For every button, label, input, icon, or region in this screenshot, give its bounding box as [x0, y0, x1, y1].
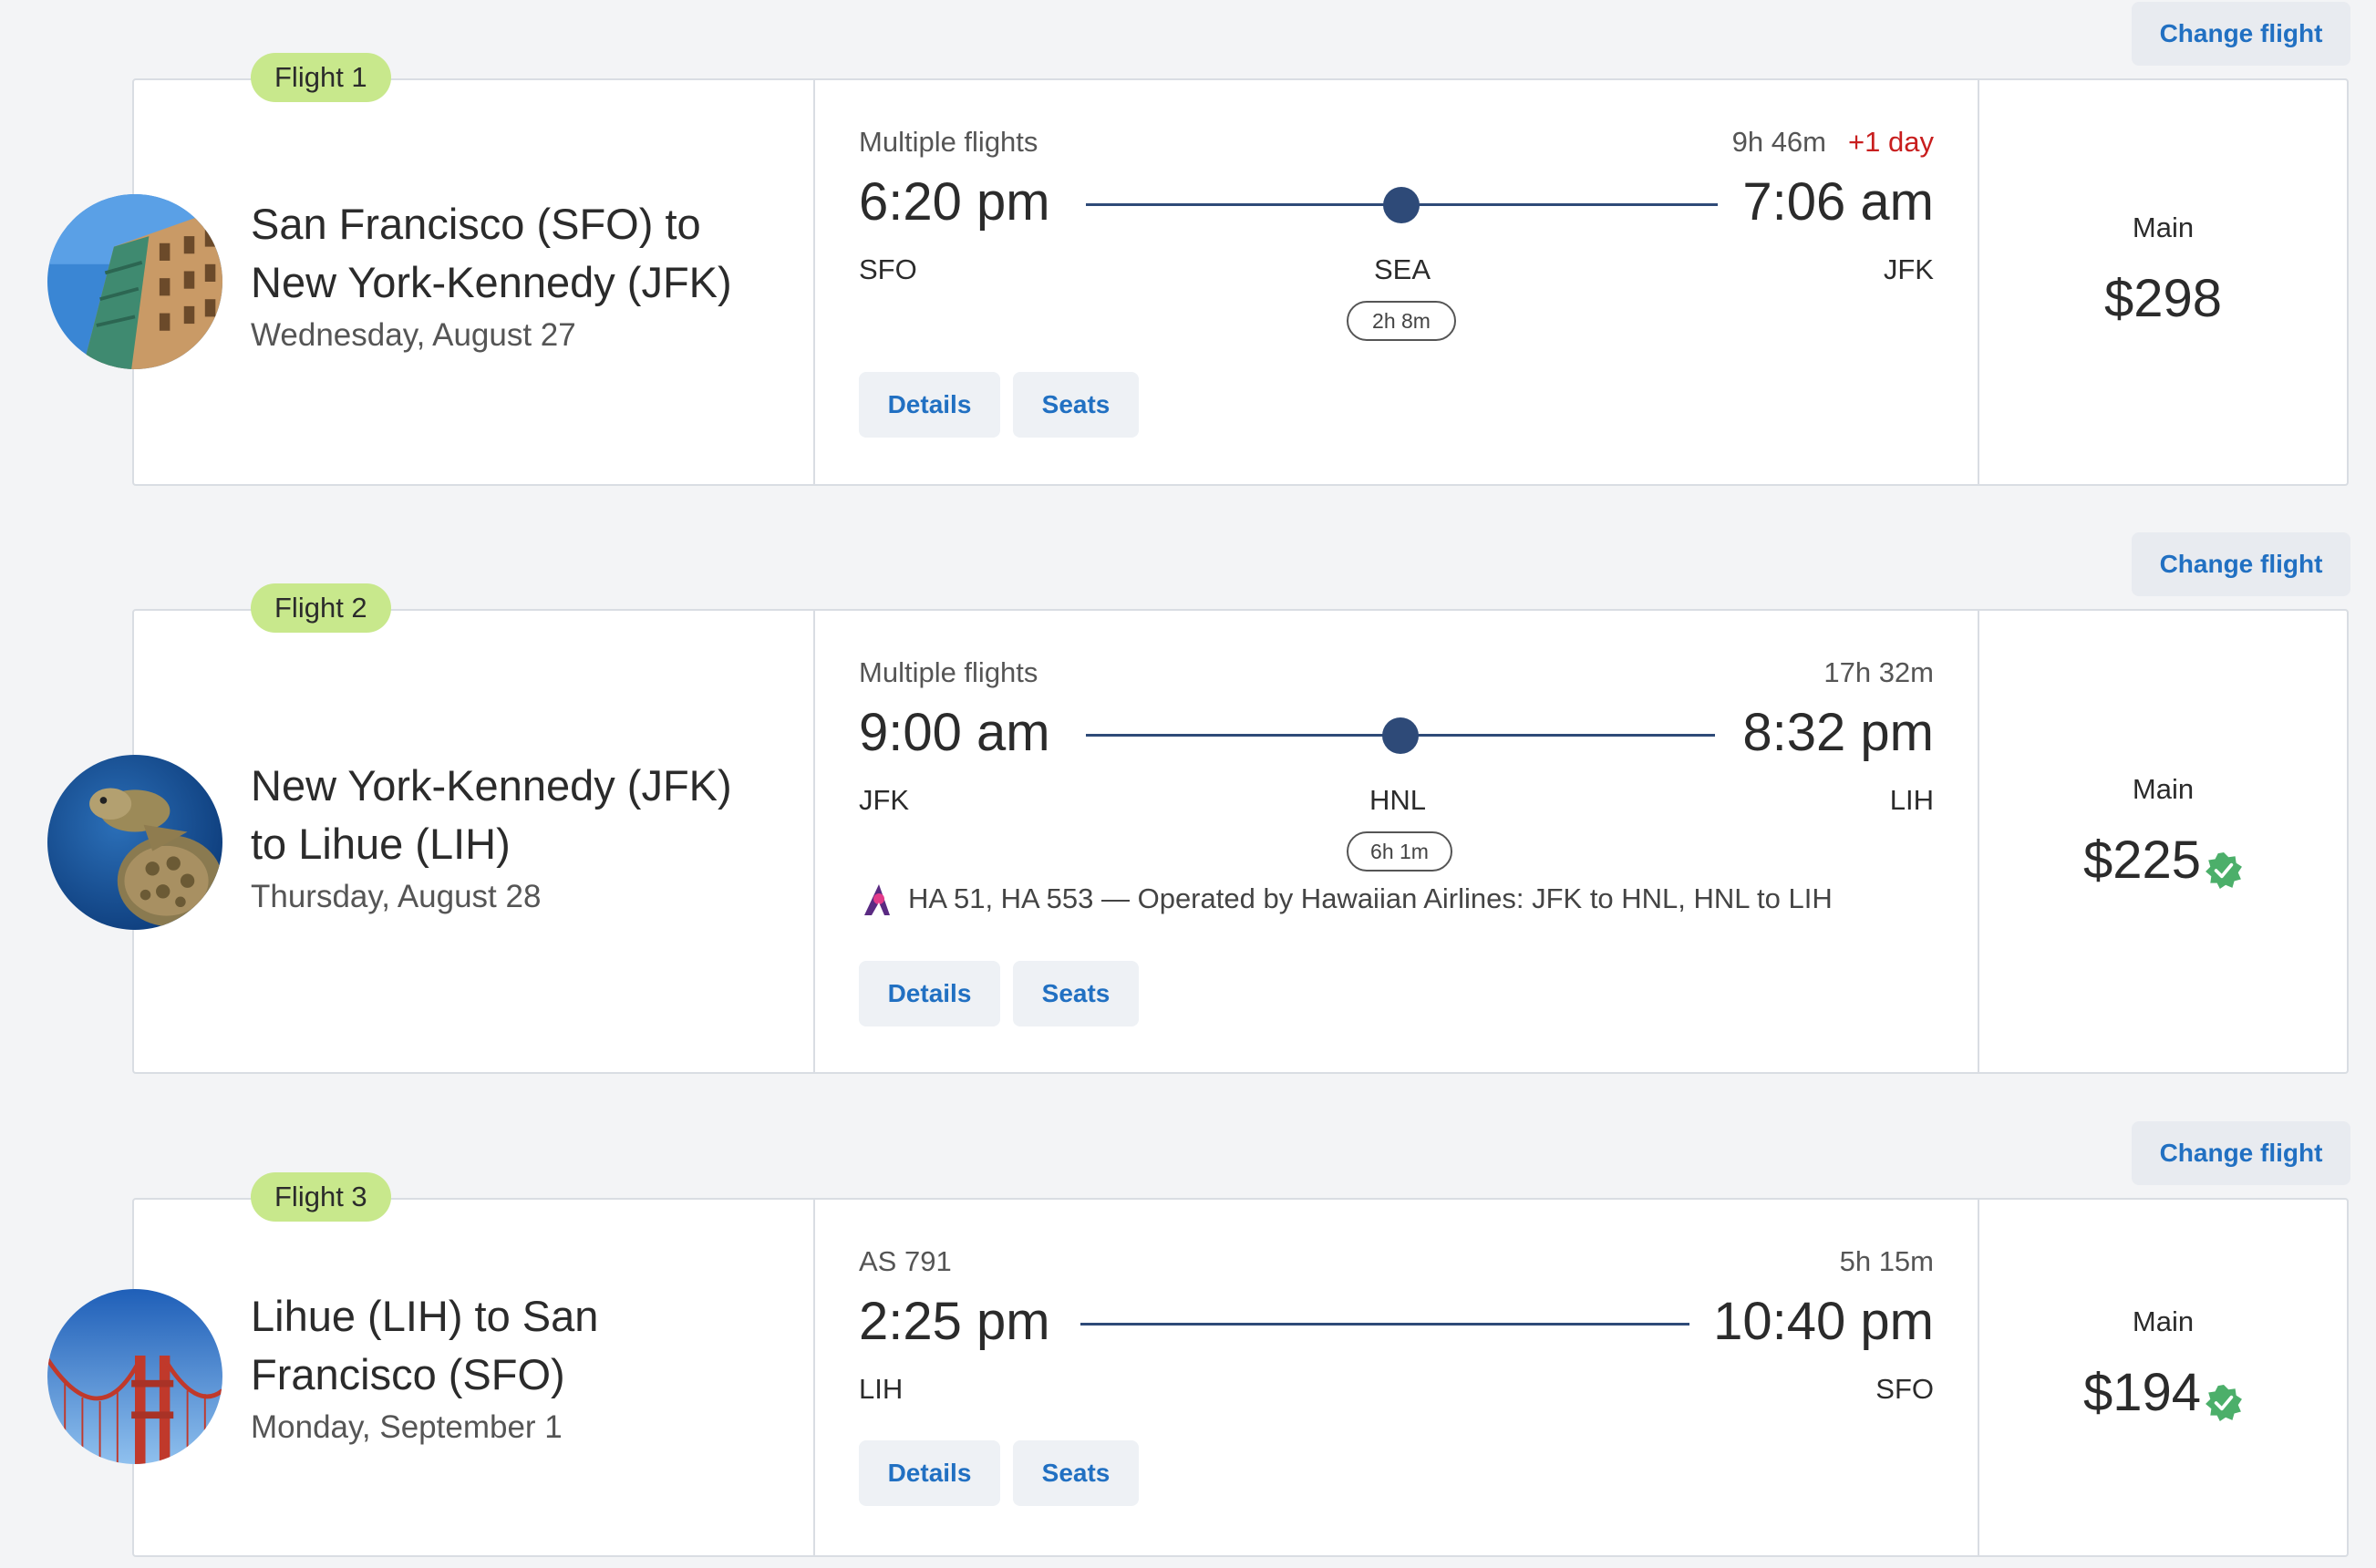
flight-1-destination: JFK: [1883, 253, 1934, 285]
flight-2-route-title: New York-Kennedy (JFK) to Lihue (LIH): [251, 761, 732, 868]
flight-2-date: Thursday, August 28: [251, 879, 542, 914]
flight-2-details-button[interactable]: Details: [859, 961, 1000, 1026]
flight-3-price: $194: [1979, 1362, 2347, 1423]
flight-2-layover-pill: 6h 1m: [1347, 831, 1452, 872]
flight-1-layover-pill: 2h 8m: [1347, 301, 1456, 341]
flight-3-destination: SFO: [1875, 1373, 1934, 1405]
flight-2-stop: HNL: [1369, 784, 1427, 816]
flight-1-card: San Francisco (SFO) to New York-Kennedy …: [132, 78, 2349, 486]
flight-3-date: Monday, September 1: [251, 1409, 563, 1445]
change-flight-1-button[interactable]: Change flight: [2132, 2, 2350, 66]
flight-3-price-value: $194: [2082, 1363, 2202, 1422]
discount-badge-icon: [2205, 841, 2243, 889]
flight-3-route-title: Lihue (LIH) to San Francisco (SFO): [251, 1292, 599, 1398]
flight-2-itinerary: Multiple flights 17h 32m 9:00 am 8:32 pm…: [815, 611, 1979, 1072]
change-flight-3-button[interactable]: Change flight: [2132, 1121, 2350, 1185]
flight-2-operated-by: HA 51, HA 553 — Operated by Hawaiian Air…: [859, 881, 1833, 917]
flight-2-destination: LIH: [1889, 784, 1934, 816]
flight-3-seats-button[interactable]: Seats: [1013, 1440, 1139, 1506]
flight-3-duration: 5h 15m: [1839, 1245, 1934, 1277]
flight-3-arrive-time: 10:40 pm: [1713, 1292, 1934, 1351]
flight-3-depart-time: 2:25 pm: [859, 1292, 1050, 1351]
flight-2-card: New York-Kennedy (JFK) to Lihue (LIH) Th…: [132, 609, 2349, 1074]
flight-2-duration: 17h 32m: [1823, 656, 1934, 688]
flight-2-origin: JFK: [859, 784, 910, 816]
flight-2-tag: Flight 2: [251, 583, 391, 633]
flight-3-origin: LIH: [859, 1373, 904, 1405]
flight-1-duration: 9h 46m: [1731, 126, 1826, 158]
flight-2-price-column: Main $225: [1979, 611, 2347, 1072]
flight-2-price: $225: [1979, 830, 2347, 891]
flight-1-subtitle: Multiple flights: [859, 126, 1038, 158]
flight-1-origin: SFO: [859, 253, 917, 285]
flight-3-card: Lihue (LIH) to San Francisco (SFO) Monda…: [132, 1198, 2349, 1557]
flight-1-seats-button[interactable]: Seats: [1013, 372, 1139, 438]
flight-2-stop-dot: [1382, 717, 1419, 754]
flight-1-stop: SEA: [1374, 253, 1431, 285]
flight-1-date: Wednesday, August 27: [251, 317, 576, 353]
flight-2-price-value: $225: [2082, 830, 2202, 890]
flight-1-block: Change flight San Francisco (SFO) to New…: [0, 0, 2376, 492]
flight-2-route-column: New York-Kennedy (JFK) to Lihue (LIH) Th…: [134, 611, 815, 1072]
flight-2-operated-text: HA 51, HA 553 — Operated by Hawaiian Air…: [908, 882, 1833, 914]
flight-2-destination-photo: [47, 755, 222, 930]
flight-3-price-column: Main $194: [1979, 1200, 2347, 1555]
discount-badge-icon: [2205, 1374, 2243, 1421]
flight-3-tag: Flight 3: [251, 1172, 391, 1222]
change-flight-2-button[interactable]: Change flight: [2132, 532, 2350, 596]
flight-1-stop-dot: [1383, 187, 1420, 223]
flight-1-route-column: San Francisco (SFO) to New York-Kennedy …: [134, 80, 815, 484]
flight-1-arrive-time: 7:06 am: [1742, 172, 1934, 232]
flight-2-block: Change flight New York-Kennedy (JFK) to …: [0, 531, 2376, 1078]
flight-1-fare-label: Main: [2132, 211, 2195, 243]
flight-3-destination-photo: [47, 1289, 222, 1464]
flight-1-details-button[interactable]: Details: [859, 372, 1000, 438]
flight-3-route-line: [1080, 1323, 1689, 1326]
flight-3-fare-label: Main: [2132, 1305, 2195, 1337]
flight-1-destination-photo: [47, 194, 222, 369]
flight-1-itinerary: Multiple flights 9h 46m +1 day 6:20 pm 7…: [815, 80, 1979, 484]
flight-1-day-offset: +1 day: [1848, 126, 1934, 158]
flight-1-price: $298: [1979, 268, 2347, 329]
flight-1-tag: Flight 1: [251, 53, 391, 102]
flight-2-subtitle: Multiple flights: [859, 656, 1038, 688]
flight-1-depart-time: 6:20 pm: [859, 172, 1050, 232]
flight-2-arrive-time: 8:32 pm: [1742, 703, 1934, 762]
flight-3-route-column: Lihue (LIH) to San Francisco (SFO) Monda…: [134, 1200, 815, 1555]
flight-3-itinerary: AS 791 5h 15m 2:25 pm 10:40 pm LIH SFO D…: [815, 1200, 1979, 1555]
flight-1-price-column: Main $298: [1979, 80, 2347, 484]
flight-1-route-title: San Francisco (SFO) to New York-Kennedy …: [251, 200, 732, 306]
flight-2-depart-time: 9:00 am: [859, 703, 1050, 762]
flight-3-subtitle: AS 791: [859, 1245, 952, 1277]
hawaiian-airlines-logo-icon: [859, 881, 895, 917]
flight-2-fare-label: Main: [2132, 773, 2195, 805]
flight-2-seats-button[interactable]: Seats: [1013, 961, 1139, 1026]
flight-1-price-value: $298: [2103, 269, 2223, 328]
flight-3-details-button[interactable]: Details: [859, 1440, 1000, 1506]
flight-3-block: Change flight Lihue (LIH) to San Francis…: [0, 1119, 2376, 1568]
